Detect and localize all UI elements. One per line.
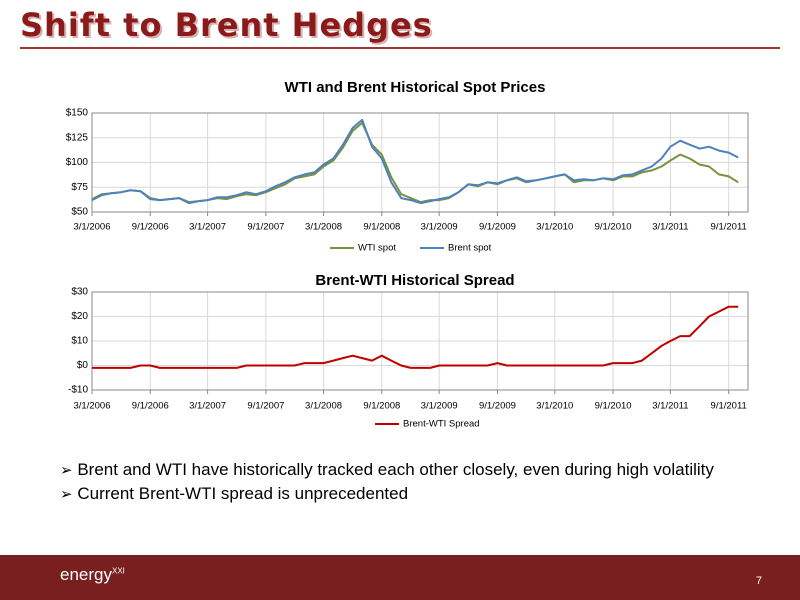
y-tick-label: $20	[71, 311, 88, 322]
series-line	[91, 118, 739, 205]
x-tick-label: 3/1/2006	[74, 401, 111, 412]
x-tick-label: 3/1/2011	[652, 222, 688, 233]
legend-label: Brent-WTI Spread	[403, 419, 480, 430]
x-tick-label: 9/1/2006	[132, 222, 169, 233]
y-tick-label: $10	[71, 336, 88, 347]
plot-frame	[91, 291, 749, 391]
charts: WTI and Brent Historical Spot Prices $50 $…	[66, 79, 749, 430]
x-tick-label: 9/1/2011	[711, 401, 747, 412]
x-tick-label: 9/1/2009	[479, 222, 516, 233]
x-tick-label: 9/1/2006	[132, 401, 169, 412]
logo-text: energy	[60, 565, 112, 584]
y-tick-label: $125	[66, 132, 89, 143]
legend-label: WTI spot	[358, 243, 396, 254]
x-tick-label: 3/1/2008	[305, 222, 342, 233]
y-tick-label: $75	[71, 182, 88, 193]
x-tick-label: 9/1/2010	[595, 222, 632, 233]
y-tick-label: $50	[71, 207, 88, 218]
x-tick-label: 9/1/2011	[711, 222, 747, 233]
x-tick-label: 3/1/2007	[189, 222, 226, 233]
x-tick-label: 3/1/2010	[536, 401, 573, 412]
x-tick-label: 9/1/2008	[363, 222, 400, 233]
y-tick-label: $0	[77, 360, 89, 371]
slide-title: Shift to Brent Hedges	[20, 6, 433, 44]
x-tick-label: 3/1/2009	[421, 401, 458, 412]
chart-title: WTI and Brent Historical Spot Prices	[285, 79, 546, 96]
y-tick-label: -$10	[68, 385, 88, 396]
footer: energyXXI 7	[0, 555, 800, 600]
chart-title: Brent-WTI Historical Spread	[315, 272, 514, 289]
x-tick-label: 3/1/2007	[189, 401, 226, 412]
x-tick-label: 9/1/2010	[595, 401, 632, 412]
plot-frame	[91, 112, 749, 213]
y-tick-label: $150	[66, 108, 89, 119]
x-tick-label: 3/1/2011	[652, 401, 688, 412]
logo: energyXXI	[60, 565, 125, 585]
x-tick-label: 3/1/2009	[421, 222, 458, 233]
bullet-list: Brent and WTI have historically tracked …	[60, 460, 714, 508]
x-tick-label: 9/1/2008	[363, 401, 400, 412]
x-tick-label: 9/1/2009	[479, 401, 516, 412]
x-tick-label: 9/1/2007	[247, 222, 284, 233]
title-rule	[20, 47, 780, 49]
legend-label: Brent spot	[448, 243, 492, 254]
x-tick-label: 3/1/2008	[305, 401, 342, 412]
y-tick-label: $100	[66, 157, 89, 168]
x-tick-label: 3/1/2010	[536, 222, 573, 233]
x-tick-label: 3/1/2006	[74, 222, 111, 233]
page-number: 7	[755, 575, 762, 587]
bullet: Brent and WTI have historically tracked …	[60, 460, 714, 480]
bullet: Current Brent-WTI spread is unprecedente…	[60, 484, 714, 504]
y-tick-label: $30	[71, 287, 88, 298]
x-tick-label: 9/1/2007	[247, 401, 284, 412]
logo-mark: XXI	[111, 566, 125, 576]
series-line	[92, 305, 739, 369]
